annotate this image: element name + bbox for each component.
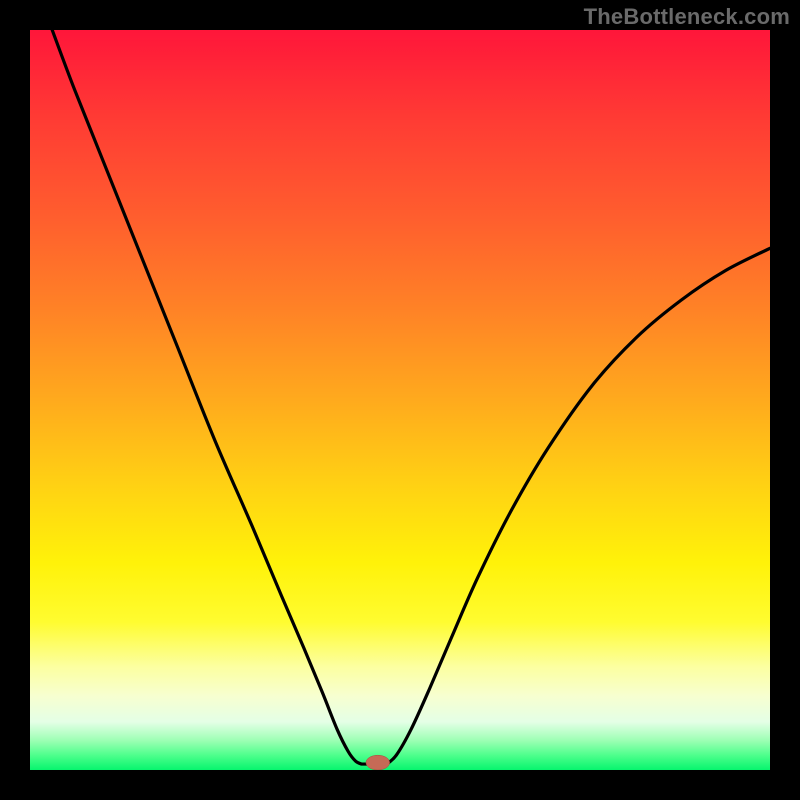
minimum-marker — [366, 755, 390, 770]
plot-area — [30, 30, 770, 770]
bottleneck-curve — [30, 30, 770, 770]
watermark-text: TheBottleneck.com — [584, 4, 790, 30]
chart-frame: TheBottleneck.com — [0, 0, 800, 800]
